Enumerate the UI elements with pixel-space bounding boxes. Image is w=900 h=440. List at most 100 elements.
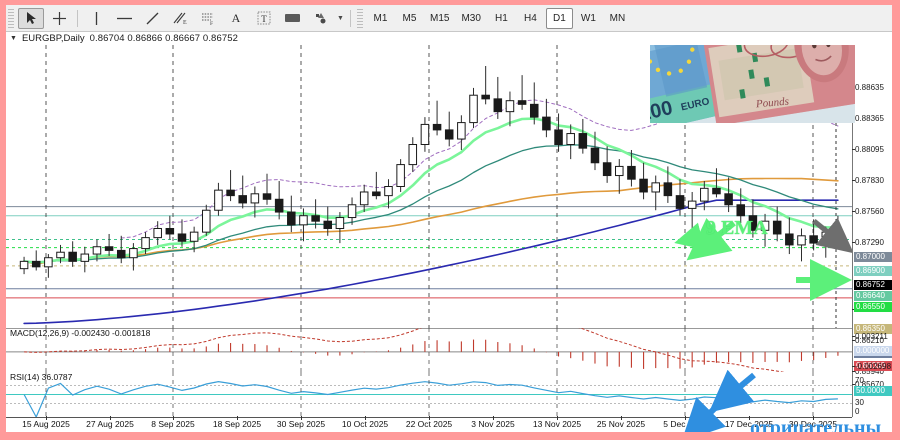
rsi-level-badge[interactable]: 50.0000	[854, 386, 892, 396]
shapes-dropdown[interactable]: ▼	[335, 8, 345, 29]
price-level-badge[interactable]: 0.86900	[854, 266, 892, 276]
timeframe-m1[interactable]: M1	[367, 8, 394, 29]
candlestick	[785, 217, 794, 255]
svg-text:Pounds: Pounds	[754, 96, 789, 111]
text-tool[interactable]: A	[231, 10, 241, 25]
cursor-icon	[26, 12, 36, 24]
candlestick	[542, 98, 551, 138]
fibonacci-icon: E	[173, 12, 187, 26]
candlestick	[687, 191, 697, 229]
timeframe-label: M30	[461, 12, 481, 24]
candlestick	[56, 244, 65, 264]
page-frame-bottom	[0, 432, 900, 440]
text-label-tool[interactable]: T	[251, 8, 277, 29]
price-axis[interactable]: 0.88635 0.88365 0.88095 0.87830 0.87560 0.872…	[852, 45, 892, 417]
rsi-tick: 30	[855, 398, 864, 407]
price-level-badge[interactable]: 0.86640	[854, 291, 892, 301]
timeframe-d1[interactable]: D1	[545, 7, 573, 29]
timeframe-label: MN	[609, 12, 626, 24]
date-tick-mark	[813, 416, 814, 420]
timeframe-label: M1	[373, 12, 388, 24]
symbol-name: EURGBP,Daily	[21, 33, 85, 44]
candlestick	[712, 168, 721, 198]
date-tick-mark	[301, 416, 302, 420]
date-label: 10 Oct 2025	[341, 419, 389, 429]
macd-tick: 0.003211	[852, 332, 888, 341]
timeframe-label: D1	[553, 12, 566, 24]
timeframe-h4[interactable]: H4	[517, 8, 544, 29]
vertical-line-icon	[95, 11, 97, 25]
timeframe-grip[interactable]	[357, 8, 363, 28]
candlestick	[578, 118, 588, 154]
date-tick-mark	[237, 416, 238, 420]
timeframe-m30[interactable]: M30	[456, 8, 485, 29]
date-tick-mark	[557, 416, 558, 420]
date-tick-mark	[749, 416, 750, 420]
chart-area[interactable]: MACD(12,26,9) -0.002430 -0.001818 RSI(14…	[6, 4, 892, 439]
toolbar-grip[interactable]	[8, 8, 14, 28]
candlestick	[347, 197, 357, 225]
date-label: 3 Nov 2025	[471, 419, 515, 429]
ema-21-line	[23, 144, 839, 263]
candlestick	[274, 181, 284, 220]
candlestick	[505, 91, 515, 127]
candlestick	[481, 65, 490, 105]
price-tick: 0.85940	[852, 367, 884, 376]
timeframe-h1[interactable]: H1	[488, 8, 515, 29]
candlestick	[833, 215, 843, 245]
vertical-line-tool[interactable]	[83, 8, 109, 29]
price-level-badge[interactable]: 0.86752	[854, 280, 892, 290]
rsi-pane[interactable]: RSI(14) 36.0787	[6, 372, 852, 419]
date-label: 30 Sep 2025	[276, 419, 326, 429]
timeframe-m5[interactable]: M5	[396, 8, 423, 29]
candlestick	[797, 228, 806, 262]
svg-text:T: T	[261, 14, 267, 24]
shapes-icon	[315, 13, 325, 24]
trendline-icon	[146, 12, 158, 24]
timeframe-w1[interactable]: W1	[575, 8, 602, 29]
equidistant-channel-tool[interactable]: F	[195, 8, 221, 29]
shapes-tool[interactable]	[307, 8, 333, 29]
timeframe-label: W1	[580, 12, 596, 24]
candlestick	[311, 199, 320, 229]
date-tick-mark	[173, 416, 174, 420]
candlestick	[554, 113, 563, 152]
date-axis[interactable]: 15 Aug 2025 27 Aug 2025 8 Sep 2025 18 Sep 2…	[6, 416, 852, 432]
symbol-ohlc: 0.86704 0.86866 0.86667 0.86752	[89, 33, 238, 44]
candlestick	[238, 175, 247, 209]
svg-text:100: 100	[650, 97, 675, 123]
fibonacci-tool[interactable]: E	[167, 8, 193, 29]
date-label: 22 Oct 2025	[405, 419, 453, 429]
horizontal-line-tool[interactable]	[111, 8, 137, 29]
symbol-dropdown-icon[interactable]: ▼	[10, 35, 17, 42]
price-level-badge[interactable]: 0.86350	[854, 324, 892, 334]
timeframe-group: M1 M5 M15 M30 H1 H4 D1 W1 MN	[366, 7, 632, 29]
candlestick	[602, 146, 612, 183]
price-tick: 0.88095	[852, 145, 884, 154]
macd-level-badge[interactable]: 0.000000	[854, 346, 892, 356]
toolbar-separator	[77, 9, 78, 27]
candlestick	[663, 166, 673, 203]
svg-text:E: E	[183, 20, 187, 26]
date-label: 13 Nov 2025	[532, 419, 582, 429]
cursor-tool[interactable]	[18, 7, 44, 29]
price-level-badge[interactable]: 0.86000	[854, 361, 892, 371]
trendline-tool[interactable]	[139, 8, 165, 29]
macd-pane[interactable]: MACD(12,26,9) -0.002430 -0.001818	[6, 312, 852, 376]
timeframe-mn[interactable]: MN	[604, 8, 631, 29]
chevron-down-icon: ▼	[337, 14, 344, 22]
date-label: 25 Nov 2025	[596, 419, 646, 429]
price-tick: 0.88635	[852, 83, 884, 92]
candlestick	[700, 181, 709, 211]
timeframe-m15[interactable]: M15	[425, 8, 454, 29]
candlestick	[639, 162, 648, 200]
rectangle-icon	[284, 14, 300, 22]
price-level-badge[interactable]: 0.87000	[854, 252, 892, 262]
price-level-badge[interactable]: 0.86550	[854, 302, 892, 312]
candlestick	[457, 115, 466, 150]
candlestick	[359, 184, 369, 213]
crosshair-tool[interactable]	[46, 8, 72, 29]
rectangle-tool[interactable]	[279, 8, 305, 29]
candlestick	[627, 149, 636, 187]
